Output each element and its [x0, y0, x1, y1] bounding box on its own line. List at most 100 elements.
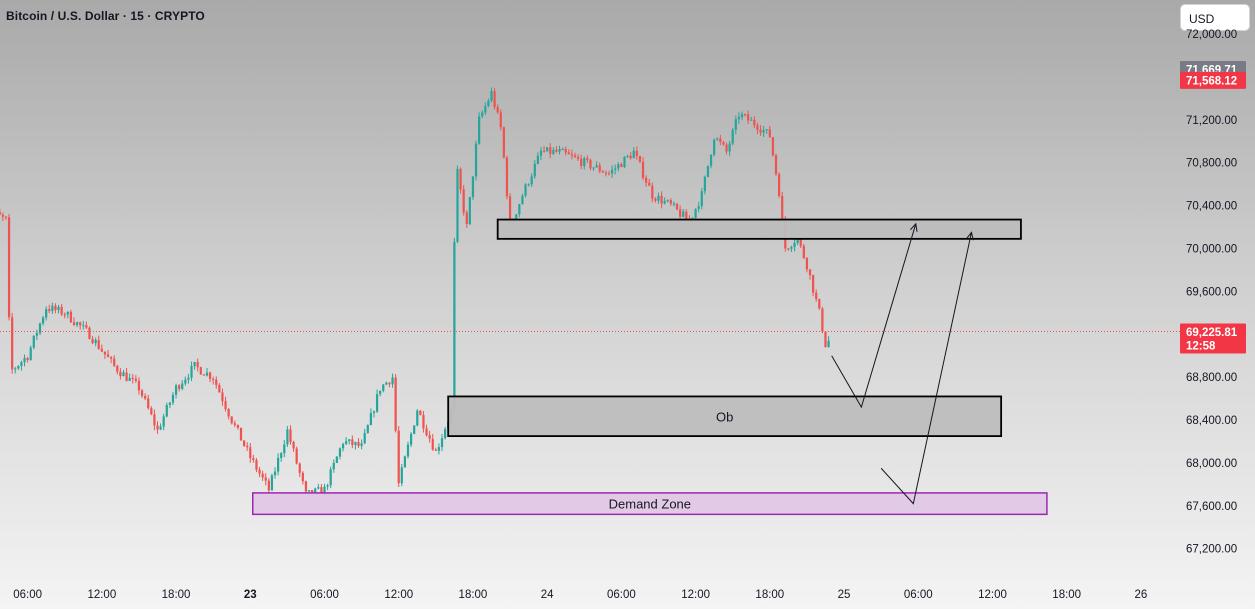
candle-body — [366, 425, 369, 434]
candle-body — [35, 333, 39, 336]
y-tick-label: 71,200.00 — [1186, 115, 1237, 127]
candle-body — [335, 456, 338, 463]
candle-body — [521, 195, 524, 205]
candle-body — [17, 365, 20, 369]
candle-body — [604, 172, 608, 174]
candle-body — [218, 385, 221, 393]
candle-body — [675, 203, 679, 210]
y-tick-label: 70,000.00 — [1186, 244, 1237, 256]
upper-ob-zone[interactable] — [496, 218, 1022, 240]
candle-body — [375, 394, 379, 412]
candle-body — [233, 423, 236, 425]
candle-body — [413, 425, 416, 434]
currency-button[interactable]: USD — [1180, 4, 1250, 31]
candle-body — [657, 195, 660, 201]
candle-body — [443, 429, 447, 439]
ob-zone-label: Ob — [716, 409, 733, 424]
candle-body — [119, 371, 122, 377]
candle-body — [314, 488, 317, 495]
candle-body — [230, 416, 233, 424]
candle-body — [280, 453, 283, 458]
price-tag-2 — [1180, 71, 1246, 89]
x-tick-label: 18:00 — [755, 589, 784, 601]
candle-body — [249, 447, 252, 459]
candle-body — [184, 379, 187, 384]
candle-body — [75, 322, 79, 325]
candle-body — [4, 216, 8, 218]
candle-body — [567, 152, 570, 155]
x-tick-label: 12:00 — [978, 589, 1007, 601]
candle-body — [431, 438, 434, 450]
candle-body — [601, 171, 604, 173]
candle-body — [756, 125, 759, 130]
candle-body — [205, 372, 209, 376]
candle-body — [542, 150, 546, 152]
projection-path-2[interactable] — [880, 232, 972, 505]
candle-body — [122, 372, 125, 377]
candle-body — [246, 445, 249, 448]
candle-body — [527, 184, 530, 186]
candle-body — [552, 149, 555, 154]
candle-body — [202, 374, 206, 376]
demand-zone[interactable] — [252, 492, 1048, 516]
x-axis[interactable]: 06:00 12:00 18:00 23 06:00 12:00 18:00 24 06:00 1… — [13, 589, 1147, 601]
candle-body — [301, 472, 304, 482]
y-tick-label: 70,800.00 — [1186, 158, 1237, 170]
candle-body — [641, 161, 645, 178]
candle-body — [808, 269, 812, 276]
candle-body — [199, 367, 202, 375]
x-tick-label: 18:00 — [459, 589, 488, 601]
candle-body — [499, 112, 502, 128]
y-tick-label: 69,600.00 — [1186, 286, 1237, 298]
candle-body — [478, 116, 481, 144]
candle-body — [719, 138, 722, 142]
candle-body — [743, 114, 747, 116]
candle-body — [403, 456, 407, 468]
candle-body — [762, 130, 765, 133]
candle-body — [422, 415, 425, 429]
candle-body — [440, 438, 444, 448]
y-axis[interactable]: 72,000.00 71,200.00 70,800.00 70,400.00 70,0… — [1186, 29, 1237, 556]
candle-body — [518, 204, 521, 215]
candle-body — [505, 157, 509, 197]
candle-body — [626, 155, 629, 157]
projection-path-1[interactable] — [831, 223, 917, 409]
candle-body — [147, 398, 150, 409]
candle-body — [771, 137, 775, 156]
price-tag-3 — [1180, 323, 1246, 354]
candle-body — [493, 91, 496, 108]
candle-body — [298, 463, 301, 473]
candle-body — [23, 358, 26, 363]
x-tick-label: 24 — [541, 589, 554, 601]
candle-body — [208, 372, 212, 379]
candle-body — [54, 305, 57, 310]
candle-body — [125, 372, 128, 381]
candle-body — [41, 317, 45, 324]
ob-zone[interactable] — [447, 395, 1003, 438]
candle-body — [357, 442, 360, 446]
candle-body — [332, 462, 335, 470]
candle-body — [91, 338, 94, 344]
candle-body — [66, 311, 69, 315]
x-tick-label: 12:00 — [681, 589, 710, 601]
candle-body — [103, 351, 107, 355]
candle-body — [261, 473, 264, 478]
candle-body — [292, 442, 295, 449]
candle-body — [7, 217, 11, 318]
candle-body — [32, 335, 35, 348]
candle-body — [586, 158, 589, 160]
candle-body — [564, 149, 567, 153]
projection-layer — [831, 222, 974, 505]
candle-body — [573, 155, 577, 157]
candle-body — [252, 458, 255, 460]
candle-body — [700, 191, 703, 207]
candle-body — [462, 189, 465, 213]
y-tick-label: 68,800.00 — [1186, 372, 1237, 384]
candle-body — [666, 200, 669, 202]
candle-body — [805, 258, 809, 270]
candle-body — [802, 245, 805, 259]
candle-body — [144, 395, 147, 399]
candle-body — [239, 427, 243, 441]
